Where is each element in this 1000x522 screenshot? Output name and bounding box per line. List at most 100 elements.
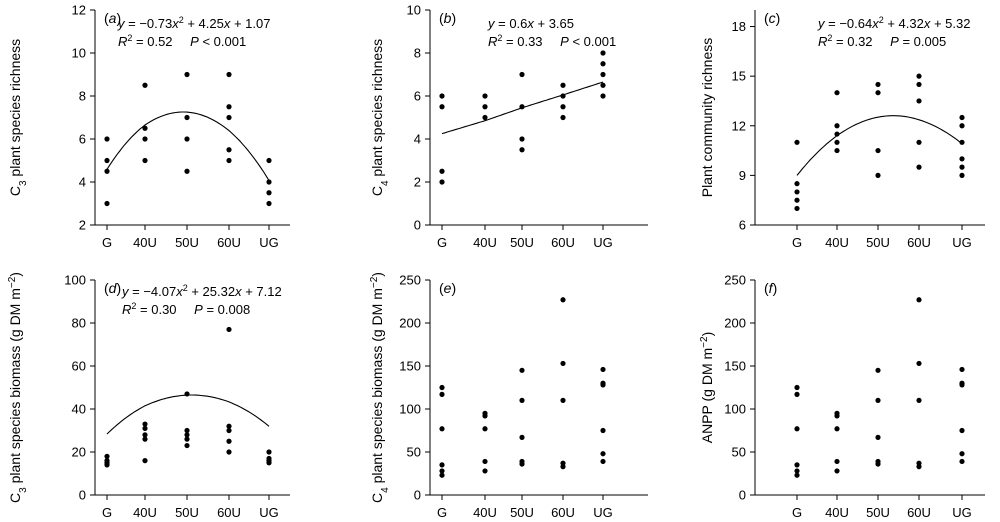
data-point bbox=[142, 458, 148, 464]
data-point bbox=[916, 164, 922, 170]
y-tick-label: 8 bbox=[414, 46, 421, 61]
panel-label: (a) bbox=[104, 10, 121, 26]
y-tick-label: 6 bbox=[414, 89, 421, 104]
data-point bbox=[519, 147, 525, 153]
chart-panel-e: 0 50 100 150 200 250 G 40U 50U 60U UG C4 plant spec… bbox=[369, 272, 648, 520]
x-tick-label: 60U bbox=[551, 235, 575, 250]
panel-label: (b) bbox=[439, 10, 456, 26]
y-tick-label: 0 bbox=[79, 488, 86, 503]
y-tick-label: 100 bbox=[724, 402, 746, 417]
data-point bbox=[834, 413, 840, 419]
y-tick-label: 200 bbox=[724, 316, 746, 331]
data-point bbox=[600, 61, 606, 67]
y-tick-label: 200 bbox=[399, 316, 421, 331]
data-point bbox=[560, 104, 566, 110]
y-tick-label: 18 bbox=[732, 19, 746, 34]
y-tick-label: 80 bbox=[72, 316, 86, 331]
data-point bbox=[834, 426, 840, 432]
y-tick-label: 12 bbox=[732, 118, 746, 133]
data-point bbox=[959, 164, 965, 170]
data-point bbox=[794, 189, 800, 195]
x-tick-label: UG bbox=[952, 505, 972, 520]
data-point bbox=[834, 139, 840, 145]
y-tick-label: 10 bbox=[72, 46, 86, 61]
y-tick-label: 50 bbox=[407, 445, 421, 460]
data-point bbox=[439, 179, 445, 185]
regression-equation: y = −0.73x2 + 4.25x + 1.07 bbox=[117, 15, 270, 31]
data-point bbox=[560, 397, 566, 403]
y-tick-label: 9 bbox=[739, 168, 746, 183]
data-point bbox=[439, 384, 445, 391]
data-point bbox=[794, 472, 800, 478]
data-point bbox=[959, 114, 965, 121]
data-point bbox=[519, 397, 525, 403]
data-point bbox=[600, 427, 606, 434]
y-tick-label: 150 bbox=[724, 359, 746, 374]
data-point bbox=[142, 125, 148, 131]
data-point bbox=[916, 81, 922, 88]
data-point bbox=[439, 168, 445, 174]
y-tick-label: 0 bbox=[739, 488, 746, 503]
data-point bbox=[184, 442, 190, 449]
chart-panel-c: 6 9 12 15 18 G 40U 50U 60U UG Plant community rich… bbox=[699, 10, 985, 250]
regression-stats: R2 = 0.30 P = 0.008 bbox=[122, 301, 250, 317]
data-point bbox=[266, 157, 272, 164]
data-point bbox=[834, 131, 840, 137]
y-tick-label: 15 bbox=[732, 69, 746, 84]
data-point bbox=[226, 427, 232, 434]
data-point bbox=[184, 168, 190, 174]
data-point bbox=[875, 81, 881, 88]
regression-stats: R2 = 0.32 P = 0.005 bbox=[818, 33, 946, 49]
data-point bbox=[959, 382, 965, 388]
y-tick-label: 0 bbox=[414, 488, 421, 503]
y-tick-label: 2 bbox=[414, 175, 421, 190]
data-point bbox=[104, 453, 110, 459]
data-point bbox=[560, 360, 566, 367]
y-axis-title: C3 plant species biomass (g DM m−2) bbox=[7, 272, 29, 503]
data-point bbox=[104, 136, 110, 142]
data-point bbox=[916, 297, 922, 303]
data-point bbox=[834, 123, 840, 129]
data-point bbox=[560, 82, 566, 88]
x-tick-label: 60U bbox=[217, 235, 241, 250]
y-tick-label: 40 bbox=[72, 402, 86, 417]
x-tick-label: 40U bbox=[473, 235, 497, 250]
fit-curve bbox=[796, 115, 963, 176]
data-point bbox=[875, 434, 881, 440]
x-tick-label: 50U bbox=[510, 505, 534, 520]
x-tick-label: G bbox=[102, 505, 112, 520]
y-tick-label: 250 bbox=[399, 273, 421, 288]
data-point bbox=[794, 205, 800, 212]
data-point bbox=[104, 462, 110, 468]
data-point bbox=[226, 114, 232, 121]
data-point bbox=[834, 90, 840, 96]
data-point bbox=[184, 436, 190, 442]
data-point bbox=[439, 391, 445, 397]
x-tick-label: 50U bbox=[175, 235, 199, 250]
panel-label: (e) bbox=[439, 280, 456, 296]
data-point bbox=[916, 360, 922, 367]
data-point bbox=[600, 71, 606, 78]
x-tick-label: 60U bbox=[551, 505, 575, 520]
data-point bbox=[226, 157, 232, 164]
data-point bbox=[266, 449, 272, 455]
data-point bbox=[519, 461, 525, 467]
data-point bbox=[142, 421, 148, 427]
x-tick-label: 50U bbox=[866, 505, 890, 520]
fit-curve bbox=[106, 111, 270, 181]
y-tick-label: 100 bbox=[64, 273, 86, 288]
x-tick-label: 40U bbox=[133, 505, 157, 520]
data-point bbox=[482, 458, 488, 465]
y-tick-label: 0 bbox=[414, 218, 421, 233]
data-point bbox=[482, 413, 488, 419]
chart-panel-d: 0 20 40 60 80 100 G 40U 50U 60U UG C3 plant species… bbox=[7, 272, 290, 520]
data-point bbox=[959, 172, 965, 178]
y-tick-label: 4 bbox=[79, 175, 86, 190]
data-point bbox=[600, 93, 606, 99]
data-point bbox=[600, 366, 606, 373]
y-axis-title: C3 plant species richness bbox=[7, 39, 29, 196]
x-tick-label: G bbox=[792, 235, 802, 250]
data-point bbox=[834, 458, 840, 465]
data-point bbox=[482, 93, 488, 99]
x-tick-label: UG bbox=[259, 235, 279, 250]
